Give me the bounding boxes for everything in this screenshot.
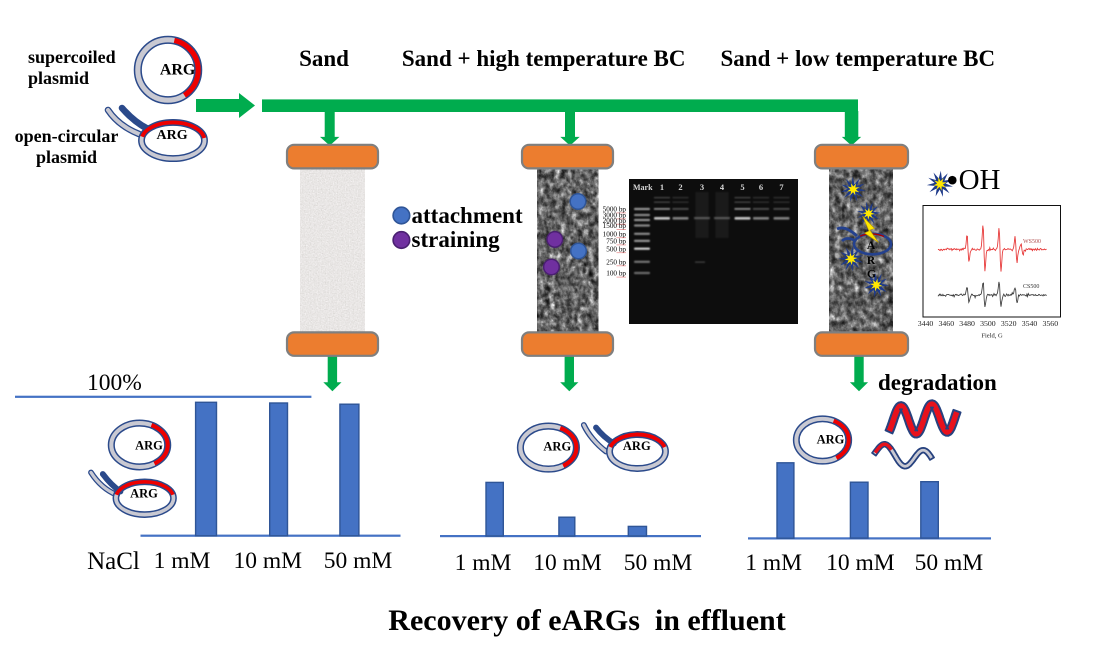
svg-text:250 bp: 250 bp (606, 258, 626, 266)
svg-text:3: 3 (700, 182, 704, 192)
svg-text:6: 6 (759, 182, 763, 192)
svg-text:5: 5 (740, 182, 744, 192)
svg-text:3480: 3480 (959, 319, 975, 328)
svg-text:3460: 3460 (939, 319, 955, 328)
svg-text:ARG: ARG (157, 128, 188, 143)
svg-text:ARG: ARG (160, 62, 196, 79)
svg-text:750 bp: 750 bp (606, 238, 626, 246)
svg-text:A: A (867, 240, 876, 252)
svg-text:ARG: ARG (543, 440, 571, 454)
svg-text:CS500: CS500 (1023, 284, 1039, 290)
svg-text:G: G (867, 269, 876, 281)
svg-text:ARG: ARG (135, 439, 163, 453)
svg-text:ARG: ARG (130, 486, 158, 500)
svg-text:1500 bp: 1500 bp (603, 222, 627, 230)
svg-text:3000 bp: 3000 bp (603, 212, 627, 220)
svg-text:3520: 3520 (1001, 319, 1017, 328)
svg-text:2: 2 (678, 182, 682, 192)
svg-text:ARG: ARG (623, 439, 651, 453)
svg-text:500 bp: 500 bp (606, 245, 626, 253)
svg-text:3500: 3500 (980, 319, 996, 328)
svg-text:3560: 3560 (1043, 319, 1059, 328)
svg-text:1000 bp: 1000 bp (603, 230, 627, 238)
svg-text:5000 bp: 5000 bp (603, 206, 627, 214)
svg-text:2000 bp: 2000 bp (603, 217, 627, 225)
svg-text:3540: 3540 (1022, 319, 1038, 328)
svg-text:7: 7 (779, 182, 784, 192)
svg-text:WS500: WS500 (1023, 239, 1041, 245)
svg-text:4: 4 (720, 182, 725, 192)
svg-text:100 bp: 100 bp (606, 270, 626, 278)
svg-text:3440: 3440 (918, 319, 934, 328)
svg-text:1: 1 (660, 182, 664, 192)
svg-text:Mark: Mark (633, 183, 653, 192)
svg-text:ARG: ARG (817, 433, 845, 447)
svg-text:Field, G: Field, G (981, 333, 1003, 340)
svg-text:R: R (867, 255, 876, 267)
